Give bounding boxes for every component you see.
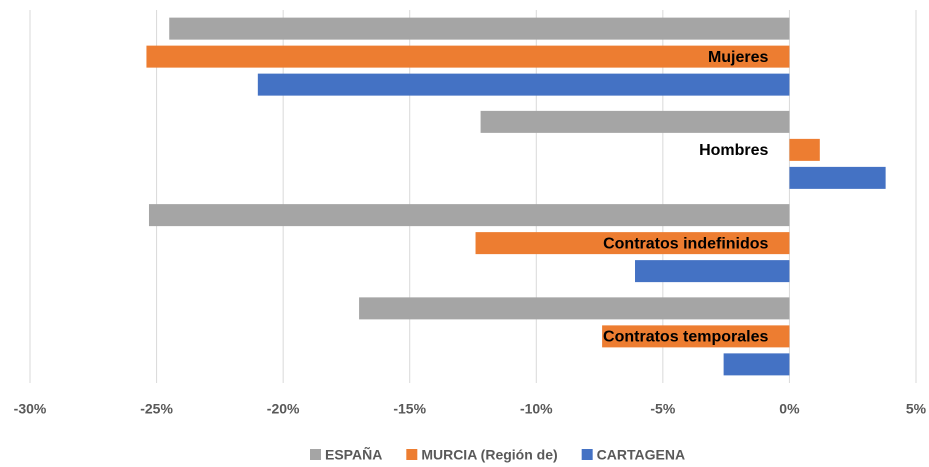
legend-swatch [406, 449, 418, 460]
bar [789, 166, 886, 189]
legend-label: MURCIA (Región de) [421, 447, 557, 463]
x-tick-label: 0% [779, 401, 800, 417]
x-tick-label: -10% [520, 401, 553, 417]
legend-label: CARTAGENA [597, 447, 685, 463]
bar [257, 73, 790, 96]
x-tick-label: -30% [14, 401, 47, 417]
legend-label: ESPAÑA [325, 446, 382, 463]
bar [723, 353, 790, 376]
x-tick-label: 5% [906, 401, 927, 417]
bar [146, 45, 790, 68]
legend-swatch [310, 449, 321, 460]
bar [169, 17, 790, 40]
category-label: Contratos indefinidos [603, 235, 768, 252]
bar [475, 232, 790, 255]
bar [480, 110, 790, 133]
x-tick-label: -25% [140, 401, 173, 417]
bar [602, 325, 790, 348]
category-label: Contratos temporales [603, 329, 768, 346]
bar [359, 297, 790, 320]
category-label: Mujeres [708, 49, 769, 66]
legend-swatch [581, 449, 593, 460]
x-tick-label: -15% [393, 401, 426, 417]
bar [635, 260, 790, 283]
bar [789, 138, 820, 161]
x-tick-label: -5% [650, 401, 675, 417]
bar [148, 204, 790, 227]
category-label: Hombres [699, 142, 768, 159]
x-tick-label: -20% [267, 401, 300, 417]
